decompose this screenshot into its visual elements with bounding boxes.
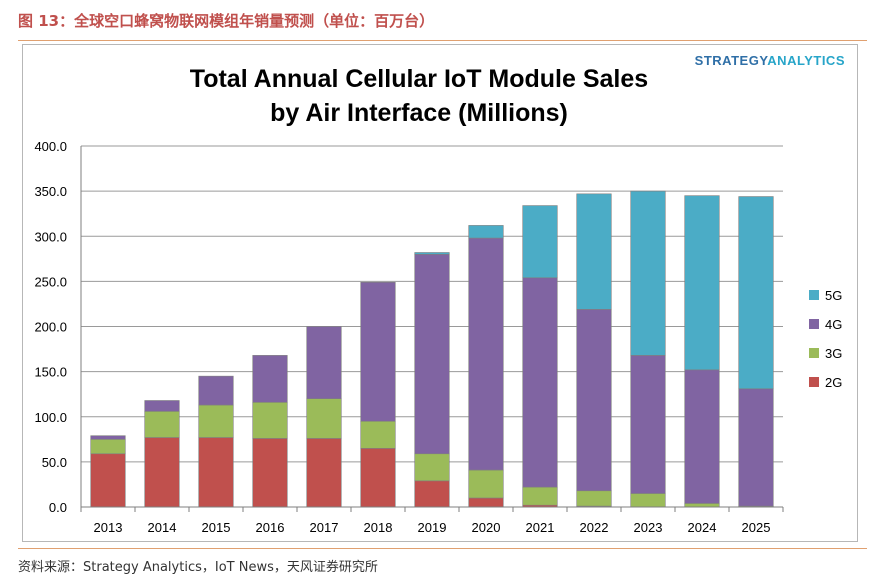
bar-3G-2024 [684, 503, 720, 508]
axes: 0.0 50.0 100.0 150.0 200.0 250.0 300.0 350.0 400… [34, 139, 784, 535]
y-tick-label: 250.0 [34, 274, 67, 289]
bar-4G-2017 [306, 326, 342, 399]
bar-4G-2016 [252, 355, 288, 403]
x-tick-label: 2018 [364, 520, 393, 535]
legend-label-2G: 2G [825, 375, 842, 390]
bar-3G-2020 [468, 469, 504, 499]
y-tick-label: 50.0 [42, 455, 67, 470]
bar-2G-2014 [144, 437, 180, 508]
legend-swatch-4G [809, 319, 819, 329]
bar-5G-2019 [414, 252, 450, 255]
source-rule [18, 548, 867, 549]
bar-4G-2019 [414, 254, 450, 455]
bar-3G-2021 [522, 486, 558, 506]
bar-2G-2015 [198, 437, 234, 508]
caption-rule [18, 40, 867, 41]
bar-3G-2019 [414, 453, 450, 482]
y-tick-label: 100.0 [34, 410, 67, 425]
bar-2G-2013 [90, 453, 126, 508]
bar-3G-2015 [198, 404, 234, 438]
gridlines [81, 145, 783, 463]
x-tick-label: 2017 [310, 520, 339, 535]
source-note: 资料来源：Strategy Analytics，IoT News，天风证券研究所 [18, 560, 378, 575]
brand-logo-part2: ANALYTICS [767, 53, 845, 68]
bar-4G-2020 [468, 237, 504, 471]
bar-4G-2023 [630, 355, 666, 494]
brand-logo-part1: STRATEGY [694, 53, 768, 68]
x-tick-label: 2013 [94, 520, 123, 535]
chart-title: Total Annual Cellular IoT Module Sales [190, 65, 648, 93]
bar-2G-2019 [414, 480, 450, 508]
chart-frame: STRATEGYANALYTICS Total Annual Cellular … [22, 44, 858, 542]
bar-2G-2017 [306, 438, 342, 508]
bar-5G-2022 [576, 193, 612, 310]
stacked-bar-chart: Total Annual Cellular IoT Module Sales b… [34, 65, 842, 535]
legend-label-4G: 4G [825, 317, 842, 332]
x-tick-label: 2019 [418, 520, 447, 535]
y-tick-label: 200.0 [34, 320, 67, 335]
chart-subtitle: by Air Interface (Millions) [270, 99, 568, 127]
bar-2G-2018 [360, 448, 396, 508]
bar-4G-2022 [576, 309, 612, 492]
bar-3G-2017 [306, 398, 342, 439]
bar-3G-2018 [360, 420, 396, 449]
x-tick-label: 2020 [472, 520, 501, 535]
y-tick-label: 400.0 [34, 139, 67, 154]
y-tick-label: 350.0 [34, 184, 67, 199]
x-tick-label: 2025 [742, 520, 771, 535]
bar-4G-2015 [198, 375, 234, 406]
bar-5G-2023 [630, 190, 666, 356]
x-tick-label: 2023 [634, 520, 663, 535]
bar-5G-2025 [738, 196, 774, 390]
bar-3G-2022 [576, 490, 612, 507]
x-tick-label: 2016 [256, 520, 285, 535]
bar-4G-2018 [360, 281, 396, 422]
bar-4G-2024 [684, 369, 720, 504]
bar-3G-2013 [90, 439, 126, 455]
legend-label-3G: 3G [825, 346, 842, 361]
x-tick-label: 2022 [580, 520, 609, 535]
x-tick-label: 2014 [148, 520, 177, 535]
bar-5G-2020 [468, 225, 504, 239]
bar-4G-2013 [90, 435, 126, 440]
legend: 5G 4G 3G 2G [809, 288, 842, 390]
bar-3G-2014 [144, 411, 180, 438]
bar-4G-2025 [738, 388, 774, 507]
legend-swatch-3G [809, 348, 819, 358]
bar-2G-2016 [252, 438, 288, 508]
bar-5G-2024 [684, 195, 720, 371]
bar-3G-2023 [630, 493, 666, 508]
y-tick-label: 0.0 [49, 500, 67, 515]
legend-label-5G: 5G [825, 288, 842, 303]
bar-5G-2021 [522, 205, 558, 279]
legend-swatch-5G [809, 290, 819, 300]
x-tick-label: 2015 [202, 520, 231, 535]
figure-caption: 图 13：全球空口蜂窝物联网模组年销量预测（单位：百万台） [18, 12, 435, 30]
y-tick-label: 150.0 [34, 365, 67, 380]
y-tick-label: 300.0 [34, 229, 67, 244]
bar-2G-2020 [468, 497, 504, 508]
x-tick-label: 2021 [526, 520, 555, 535]
brand-logo: STRATEGYANALYTICS [695, 53, 845, 68]
bar-4G-2014 [144, 400, 180, 412]
x-tick-label: 2024 [688, 520, 717, 535]
bars [90, 190, 774, 508]
legend-swatch-2G [809, 377, 819, 387]
bar-4G-2021 [522, 277, 558, 488]
bar-3G-2016 [252, 402, 288, 439]
